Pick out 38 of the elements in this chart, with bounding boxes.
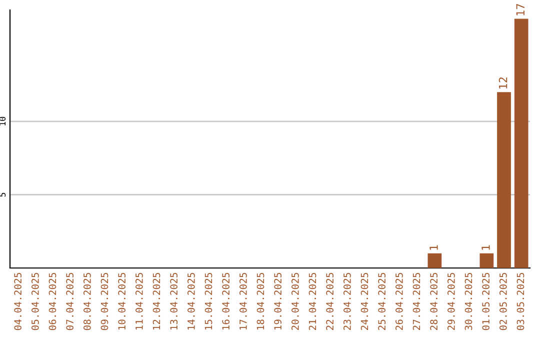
x-tick-label: 05.04.2025	[31, 272, 39, 330]
x-tick-label: 17.04.2025	[239, 272, 247, 330]
bar	[514, 18, 528, 268]
bar	[480, 253, 494, 268]
x-tick-label: 14.04.2025	[187, 272, 195, 330]
x-tick-label: 01.05.2025	[482, 272, 490, 330]
x-tick-label: 06.04.2025	[48, 272, 56, 330]
x-tick-label: 18.04.2025	[256, 272, 264, 330]
data-label: 1	[430, 245, 438, 250]
x-tick-label: 09.04.2025	[100, 272, 108, 330]
x-tick-label: 04.04.2025	[14, 272, 22, 330]
x-tick-label: 10.04.2025	[118, 272, 126, 330]
x-tick-label: 07.04.2025	[66, 272, 74, 330]
x-tick-label: 21.04.2025	[308, 272, 316, 330]
x-tick-label: 25.04.2025	[378, 272, 386, 330]
x-tick-label: 08.04.2025	[83, 272, 91, 330]
x-tick-label: 02.05.2025	[499, 272, 507, 330]
data-label: 1	[482, 245, 490, 250]
data-label: 12	[498, 77, 508, 89]
x-tick-label: 23.04.2025	[343, 272, 351, 330]
x-tick-label: 27.04.2025	[412, 272, 420, 330]
data-label: 17	[516, 4, 524, 16]
x-tick-label: 22.04.2025	[326, 272, 334, 330]
bar	[497, 92, 511, 268]
x-tick-label: 29.04.2025	[447, 272, 455, 330]
x-tick-label: 11.04.2025	[135, 272, 143, 330]
x-tick-label: 28.04.2025	[430, 272, 438, 330]
x-tick-label: 16.04.2025	[222, 272, 230, 330]
x-tick-label: 20.04.2025	[291, 272, 299, 330]
x-tick-label: 03.05.2025	[516, 272, 524, 330]
x-tick-label: 24.04.2025	[360, 272, 368, 330]
x-tick-label: 30.04.2025	[464, 272, 472, 330]
x-tick-label: 26.04.2025	[395, 272, 403, 330]
x-tick-label: 12.04.2025	[152, 272, 160, 330]
x-tick-label: 19.04.2025	[274, 272, 282, 330]
bar	[428, 253, 442, 268]
x-tick-label: 13.04.2025	[170, 272, 178, 330]
x-tick-label: 15.04.2025	[204, 272, 212, 330]
